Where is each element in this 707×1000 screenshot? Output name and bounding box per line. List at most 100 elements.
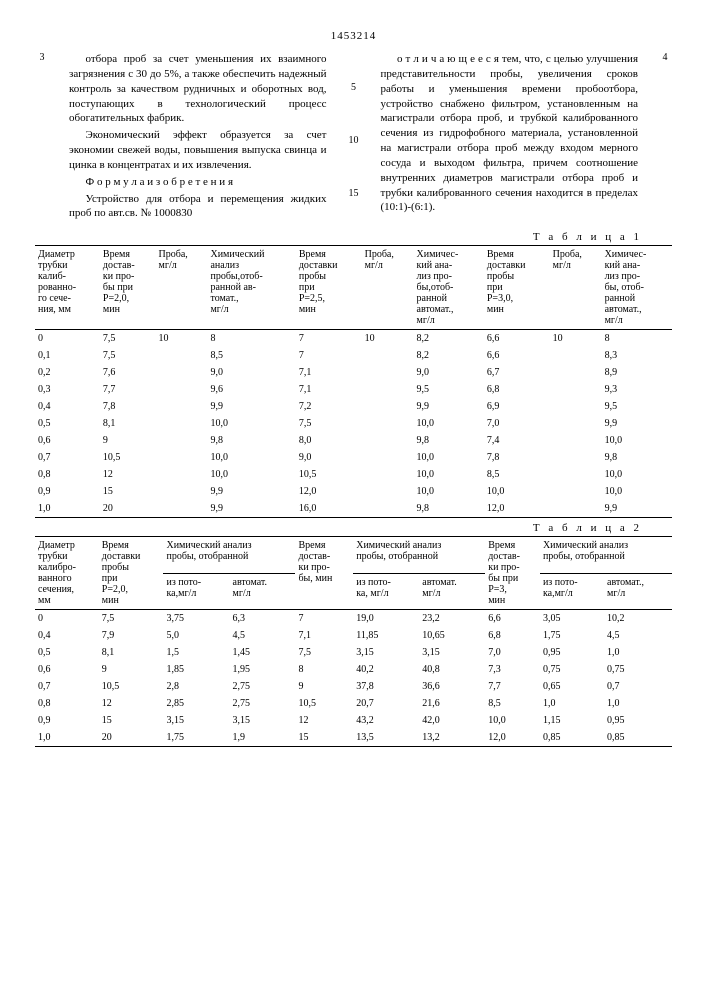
table-cell: 5,0 — [163, 627, 229, 644]
table-cell: 0,85 — [604, 729, 672, 747]
table-cell: 9,9 — [602, 500, 672, 518]
table-cell: 10,0 — [414, 449, 484, 466]
table-cell: 40,2 — [353, 661, 419, 678]
table-cell: 9,0 — [414, 364, 484, 381]
table-cell: 7,6 — [100, 364, 156, 381]
table-cell: 7,0 — [484, 415, 550, 432]
table-header: автомат.мг/л — [230, 573, 296, 610]
table-header: Химичес-кий ана-лиз про-бы, отоб-раннойа… — [602, 246, 672, 330]
table-cell — [550, 347, 602, 364]
table-cell: 12,0 — [485, 729, 540, 747]
table-header: из пото-ка,мг/л — [163, 573, 229, 610]
table-cell: 0,2 — [35, 364, 100, 381]
table-cell: 7,1 — [296, 364, 362, 381]
table-cell: 10 — [550, 330, 602, 348]
table-cell: 8,9 — [602, 364, 672, 381]
table-cell — [156, 347, 208, 364]
table-cell: 9,5 — [414, 381, 484, 398]
table-cell — [156, 415, 208, 432]
table-row: 0,17,58,578,26,68,3 — [35, 347, 672, 364]
table-cell: 9,9 — [602, 415, 672, 432]
table-cell: 3,75 — [163, 610, 229, 628]
table-cell — [362, 449, 414, 466]
table-cell: 7,4 — [484, 432, 550, 449]
table-cell — [156, 364, 208, 381]
table-cell — [362, 381, 414, 398]
table-cell: 7,5 — [100, 347, 156, 364]
table-cell — [550, 483, 602, 500]
table-cell: 2,75 — [230, 695, 296, 712]
table-cell: 6,8 — [485, 627, 540, 644]
table1-label: Т а б л и ц а 1 — [35, 231, 672, 243]
table-row: 0,58,110,07,510,07,09,9 — [35, 415, 672, 432]
table-cell: 9,0 — [296, 449, 362, 466]
table-cell: 0,6 — [35, 661, 99, 678]
table-cell: 6,6 — [485, 610, 540, 628]
table-header: Химическийанализпробы,отоб-ранной ав-том… — [207, 246, 295, 330]
table-cell: 10,0 — [414, 466, 484, 483]
table-cell: 6,3 — [230, 610, 296, 628]
table-cell: 1,0 — [35, 500, 100, 518]
table-cell: 0,7 — [35, 678, 99, 695]
table-cell: 7,9 — [99, 627, 164, 644]
table-cell: 2,75 — [230, 678, 296, 695]
table-cell: 20 — [99, 729, 164, 747]
table-row: 07,53,756,3719,023,26,63,0510,2 — [35, 610, 672, 628]
table-cell: 0,4 — [35, 398, 100, 415]
table-cell: 10,0 — [207, 415, 295, 432]
table-cell: 7 — [295, 610, 353, 628]
table-cell: 3,15 — [230, 712, 296, 729]
page-num-right: 4 — [658, 52, 672, 223]
table-header: Химический анализпробы, отобранной — [353, 537, 485, 574]
table-cell — [362, 415, 414, 432]
table-cell: 0,75 — [540, 661, 604, 678]
text-columns: 3 отбора проб за счет уменьшения их взаи… — [35, 52, 672, 223]
table-cell: 1,75 — [540, 627, 604, 644]
table-row: 0,9159,912,010,010,010,0 — [35, 483, 672, 500]
table-cell: 0,3 — [35, 381, 100, 398]
table-cell — [550, 466, 602, 483]
table-cell — [156, 449, 208, 466]
table-header: Проба,мг/л — [362, 246, 414, 330]
table-row: 0,47,95,04,57,111,8510,656,81,754,5 — [35, 627, 672, 644]
table-cell: 8,5 — [485, 695, 540, 712]
table-cell: 8 — [295, 661, 353, 678]
table-cell: 9,0 — [207, 364, 295, 381]
table-header: Диаметртрубкикалибро-ванногосечения,мм — [35, 537, 99, 610]
table-cell: 20 — [100, 500, 156, 518]
table-row: 0,691,851,95840,240,87,30,750,75 — [35, 661, 672, 678]
table-cell: 8 — [207, 330, 295, 348]
table-cell: 0,7 — [604, 678, 672, 695]
table-cell: 0,8 — [35, 695, 99, 712]
table-2: Диаметртрубкикалибро-ванногосечения,мм Вр… — [35, 536, 672, 747]
table-cell: 13,2 — [419, 729, 485, 747]
table-cell: 12 — [295, 712, 353, 729]
para-r1: о т л и ч а ю щ е е с я тем, что, с цель… — [381, 52, 639, 215]
table-cell: 9,5 — [602, 398, 672, 415]
table-cell: 19,0 — [353, 610, 419, 628]
table-cell: 6,6 — [484, 347, 550, 364]
table-cell: 10,0 — [207, 449, 295, 466]
table-cell: 2,85 — [163, 695, 229, 712]
table-cell: 9 — [99, 661, 164, 678]
table-cell: 10,0 — [602, 483, 672, 500]
table-cell: 10,5 — [295, 695, 353, 712]
table-header: Времядостав-ки про-бы приP=2,0,мин — [100, 246, 156, 330]
table-header: из пото-ка, мг/л — [353, 573, 419, 610]
table-cell — [550, 415, 602, 432]
table-cell: 9,9 — [207, 500, 295, 518]
table-cell: 9,9 — [207, 483, 295, 500]
table-cell: 4,5 — [604, 627, 672, 644]
table-cell: 0,95 — [604, 712, 672, 729]
table-cell — [156, 432, 208, 449]
table-header: Времядостав-ки про-бы приP=3,мин — [485, 537, 540, 610]
table-cell: 10,0 — [414, 415, 484, 432]
table-cell: 21,6 — [419, 695, 485, 712]
table-cell — [156, 500, 208, 518]
table-cell: 0,7 — [35, 449, 100, 466]
table-cell: 1,0 — [35, 729, 99, 747]
table-cell: 16,0 — [296, 500, 362, 518]
table-cell: 9,8 — [207, 432, 295, 449]
table-cell: 10,0 — [485, 712, 540, 729]
table-cell: 12,0 — [296, 483, 362, 500]
